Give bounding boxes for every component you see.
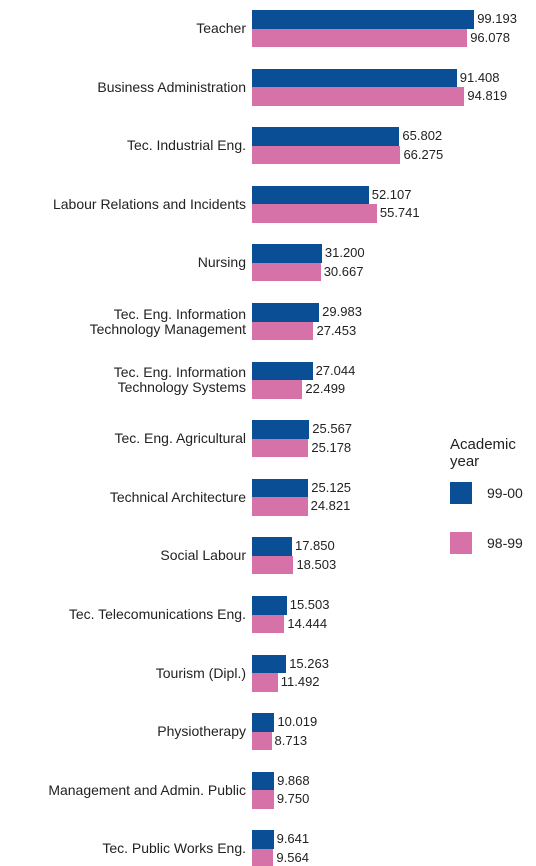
- value-label: 15.503: [289, 597, 330, 612]
- bar: [252, 262, 321, 282]
- bar: [252, 596, 287, 615]
- category-label: Teacher: [196, 20, 246, 36]
- bar: [252, 87, 465, 106]
- value-label: 10.019: [277, 714, 318, 730]
- legend-label: 98-99: [487, 535, 523, 551]
- value-label: 18.503: [296, 556, 337, 572]
- bar: [252, 478, 309, 498]
- legend-swatch: [450, 532, 472, 554]
- value-label: 96.078: [470, 29, 510, 45]
- value-label: 9.564: [276, 849, 309, 865]
- value-label: 25.125: [311, 479, 352, 495]
- value-label: 11.492: [280, 674, 320, 690]
- value-label: 25.178: [311, 439, 352, 455]
- bar: [252, 537, 292, 556]
- bar: [252, 361, 313, 381]
- bar: [252, 654, 287, 674]
- value-label: 9.641: [276, 831, 310, 847]
- value-label: 15.263: [289, 655, 329, 671]
- value-label: 31.200: [324, 245, 365, 261]
- category-label: Technical Architecture: [109, 488, 246, 505]
- category-label: Physiotherapy: [157, 723, 246, 740]
- bar: [252, 28, 468, 47]
- bar: [252, 790, 274, 809]
- bar: [252, 771, 275, 791]
- bar: [252, 185, 369, 205]
- category-label: Tec. Industrial Eng.: [126, 137, 246, 154]
- bar: [252, 713, 275, 732]
- value-label: 99.193: [477, 11, 517, 26]
- legend-label: 99-00: [487, 485, 523, 501]
- category-label: Tec. Telecomunications Eng.: [68, 606, 246, 622]
- value-label: 9.750: [276, 791, 310, 807]
- category-label: Management and Admin. Public: [48, 781, 246, 798]
- bar: [252, 204, 377, 223]
- value-label: 24.821: [310, 498, 351, 514]
- category-label: Labour Relations and Incidents: [52, 195, 246, 212]
- value-label: 27.044: [315, 362, 356, 378]
- value-label: 29.983: [322, 304, 362, 319]
- bar: [252, 380, 303, 399]
- value-label: 55.741: [379, 205, 420, 221]
- value-label: 65.802: [402, 128, 443, 144]
- bar: [252, 420, 310, 439]
- bar: [252, 244, 322, 263]
- bar: [252, 614, 285, 633]
- category-label: Tec. Eng. Information Technology Systems: [113, 364, 246, 396]
- category-label: Tec. Public Works Eng.: [102, 840, 246, 857]
- category-label: Social Labour: [160, 547, 246, 564]
- bar: [252, 555, 294, 575]
- value-label: 66.275: [403, 146, 444, 162]
- value-label: 25.567: [312, 421, 353, 437]
- value-label: 8.713: [274, 732, 308, 748]
- bar: [252, 10, 475, 29]
- bar: [252, 731, 272, 751]
- category-label: Tourism (Dipl.): [155, 664, 246, 681]
- legend-title: Academic year: [450, 436, 516, 470]
- bar: [252, 127, 400, 146]
- value-label: 27.453: [316, 322, 357, 338]
- value-label: 52.107: [371, 186, 412, 202]
- value-label: 14.444: [287, 615, 328, 631]
- bar: [252, 68, 457, 88]
- category-label: Tec. Eng. Agricultural: [114, 430, 246, 447]
- bar: [252, 438, 309, 458]
- bar: [252, 848, 274, 866]
- bar: [252, 303, 320, 322]
- category-label: Tec. Eng. Information Technology Managem…: [89, 305, 246, 337]
- value-label: 9.868: [277, 772, 310, 788]
- category-label: Business Administration: [97, 78, 246, 95]
- bar: [252, 497, 308, 516]
- value-label: 91.408: [459, 69, 500, 85]
- bar: [252, 830, 274, 849]
- value-label: 22.499: [305, 381, 346, 397]
- value-label: 94.819: [467, 88, 508, 104]
- legend-swatch: [450, 482, 472, 504]
- bar: [252, 673, 278, 692]
- bar: [252, 145, 401, 165]
- value-label: 17.850: [294, 538, 335, 554]
- value-label: 30.667: [323, 263, 364, 279]
- category-label: Nursing: [197, 254, 246, 271]
- bar: [252, 321, 314, 340]
